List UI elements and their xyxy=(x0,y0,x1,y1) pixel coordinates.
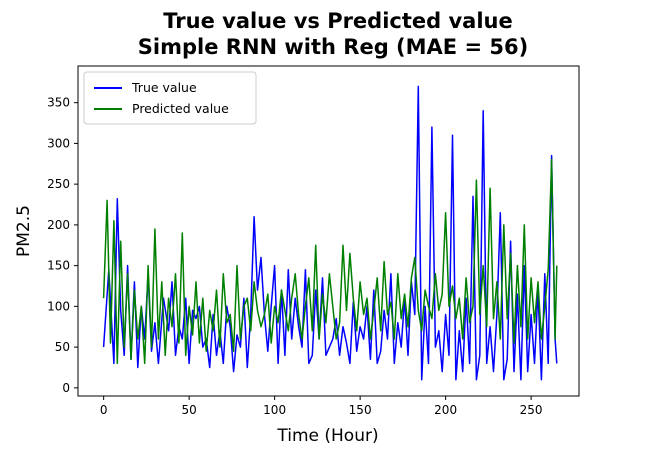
plot-area xyxy=(77,65,580,397)
y-tick-label: 200 xyxy=(47,218,70,232)
chart-title-line-2: Simple RNN with Reg (MAE = 56) xyxy=(138,35,528,59)
x-tick-label: 200 xyxy=(434,403,457,417)
x-tick-label: 50 xyxy=(182,403,197,417)
y-tick-label: 350 xyxy=(47,96,70,110)
legend-label-true-value: True value xyxy=(131,80,197,95)
y-tick-label: 0 xyxy=(62,381,70,395)
legend-label-predicted-value: Predicted value xyxy=(132,101,229,116)
x-tick-label: 100 xyxy=(263,403,286,417)
y-tick-label: 300 xyxy=(47,136,70,150)
legend-box xyxy=(83,71,257,125)
y-axis-ticks: 0 50 100 150 200 250 300 350 xyxy=(47,96,78,395)
chart-title-line-1: True value vs Predicted value xyxy=(163,9,512,33)
y-tick-label: 50 xyxy=(55,340,70,354)
x-axis-ticks: 0 50 100 150 200 250 xyxy=(100,396,543,417)
y-axis-label: PM2.5 xyxy=(14,205,34,257)
x-tick-label: 0 xyxy=(100,403,108,417)
x-tick-label: 250 xyxy=(520,403,543,417)
x-tick-label: 150 xyxy=(349,403,372,417)
x-axis-label: Time (Hour) xyxy=(276,426,378,446)
chart-legend: True value Predicted value xyxy=(83,71,257,125)
series-line-predicted-value xyxy=(102,158,558,365)
y-tick-label: 100 xyxy=(47,299,70,313)
y-tick-label: 250 xyxy=(47,177,70,191)
y-tick-label: 150 xyxy=(47,259,70,273)
series-layer xyxy=(102,85,558,381)
